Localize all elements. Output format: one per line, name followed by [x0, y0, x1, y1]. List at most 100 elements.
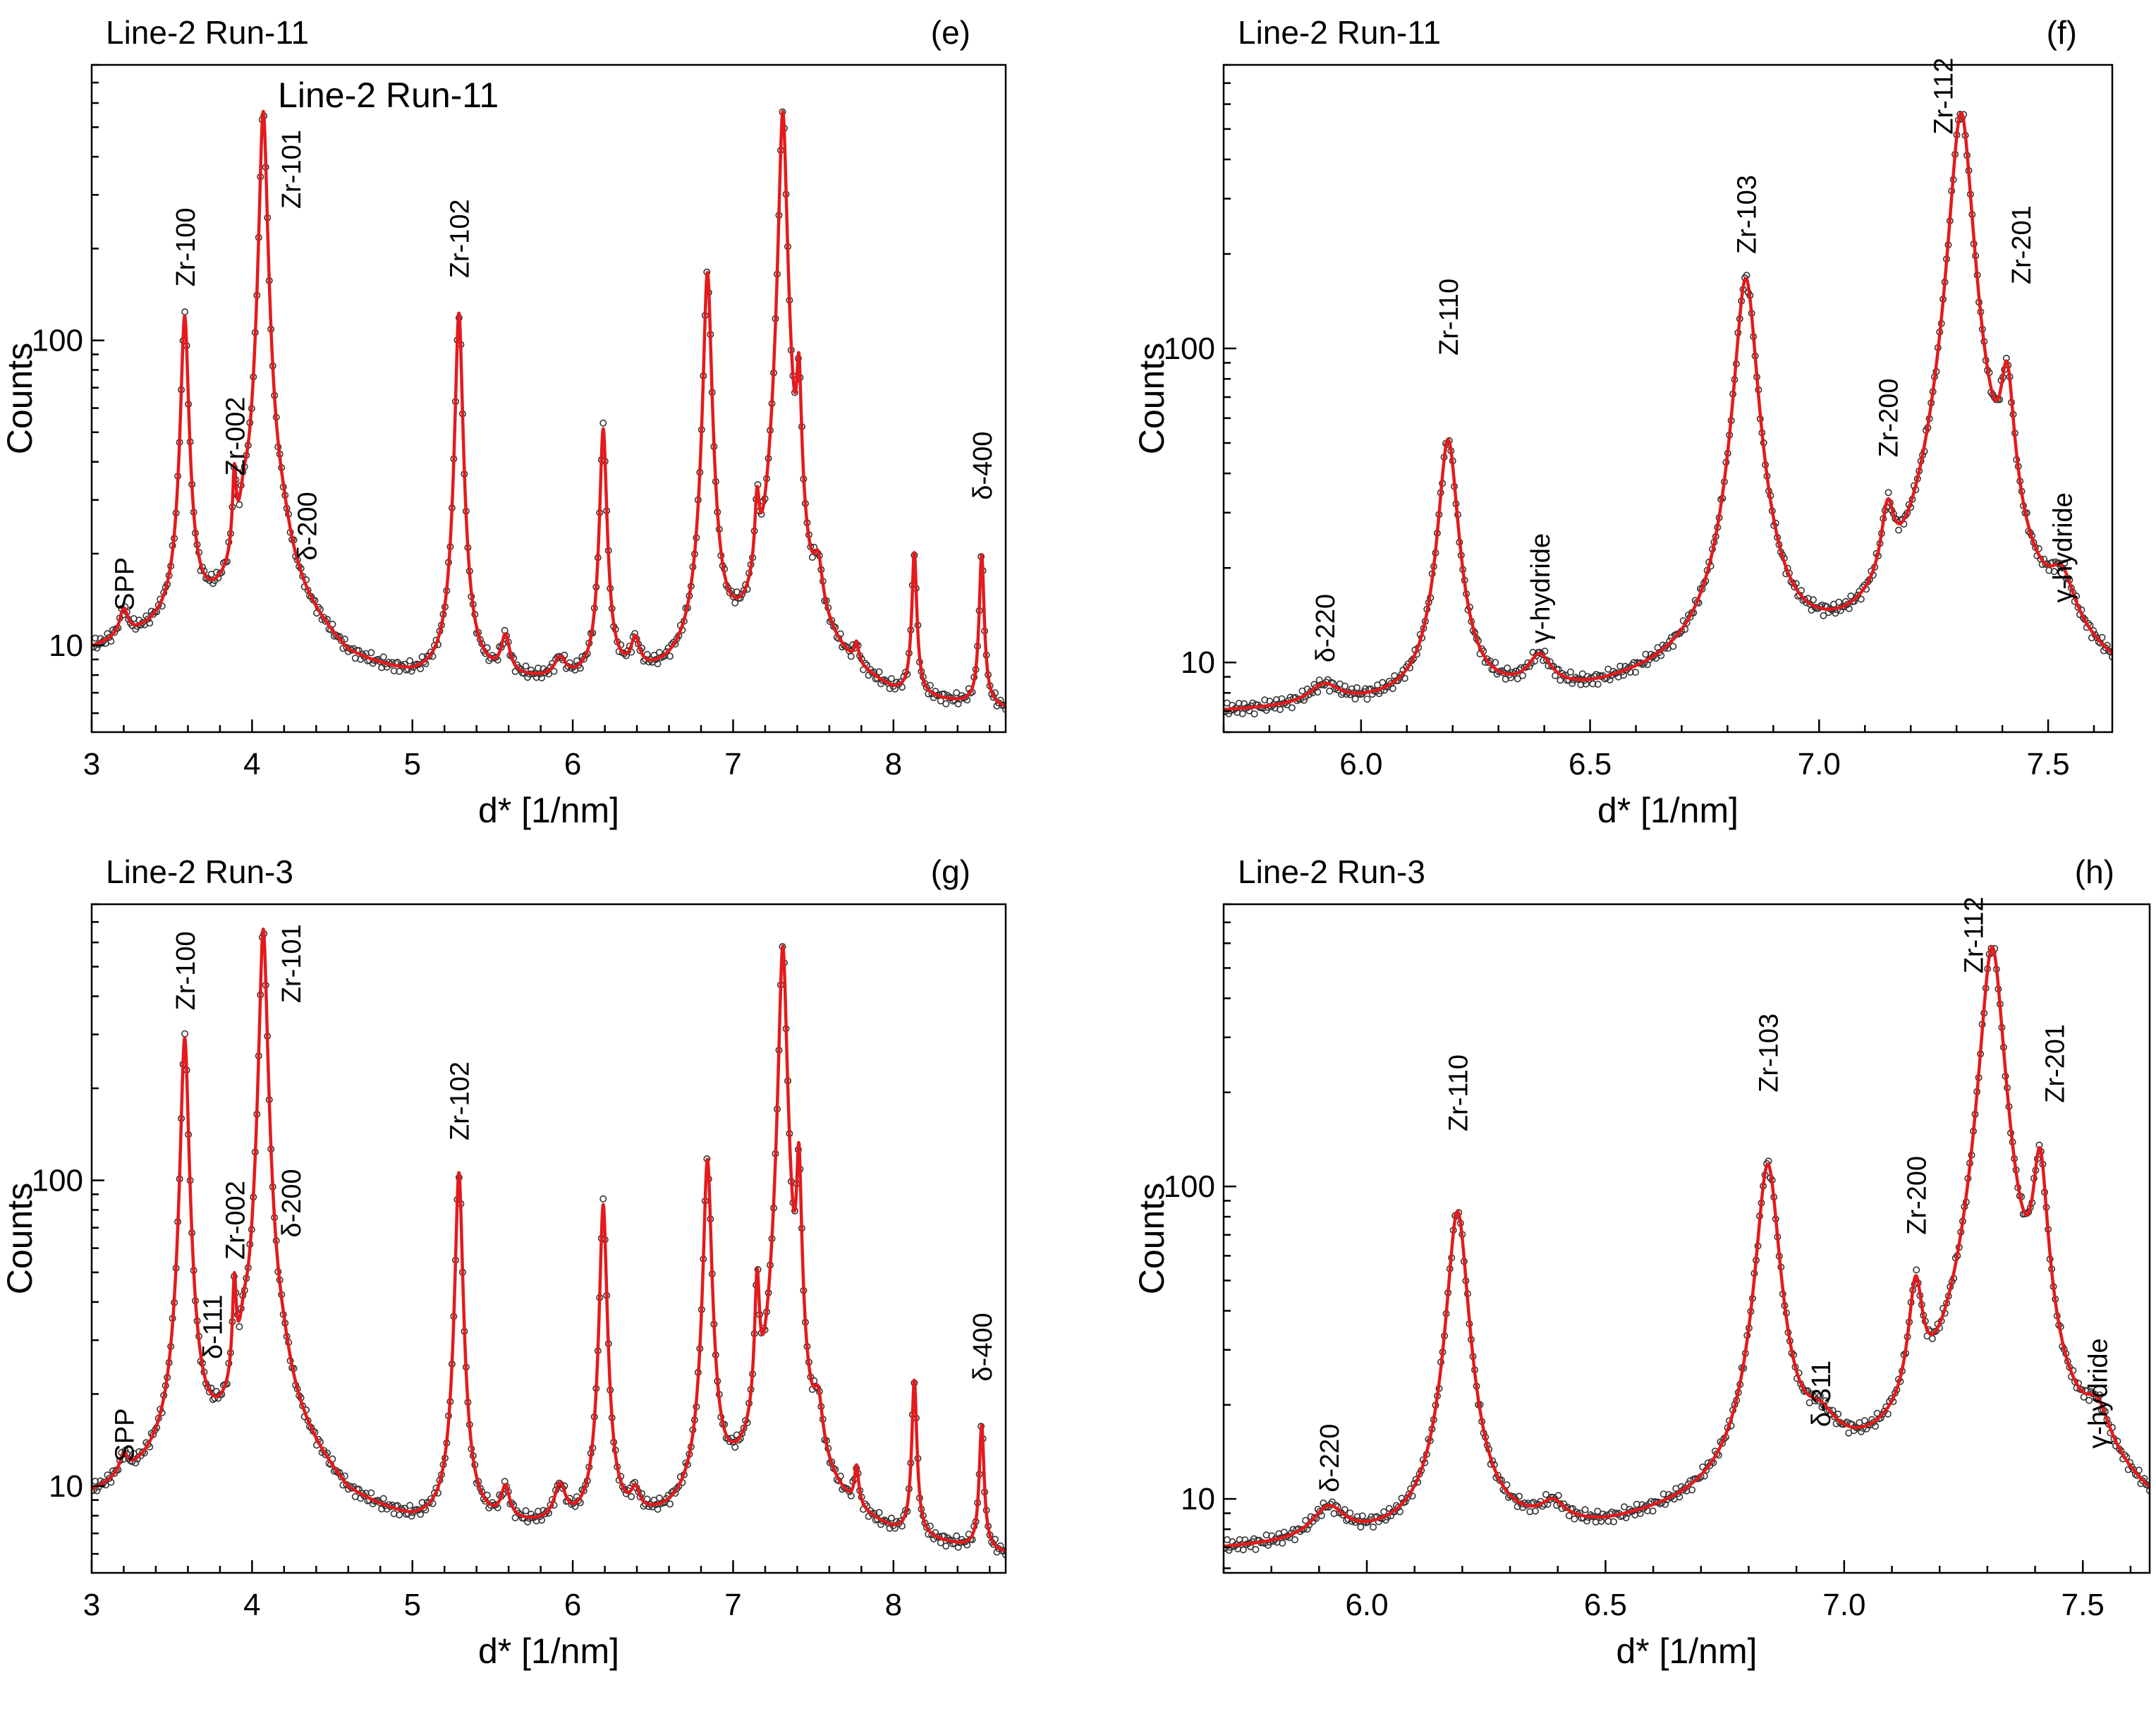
- peak-annotation: γ-hydride: [2084, 1338, 2114, 1448]
- panel-label: (g): [931, 853, 970, 890]
- data-point: [1581, 1506, 1589, 1514]
- y-axis-label: Counts: [1132, 1183, 1171, 1294]
- peak-annotation: Zr-101: [277, 130, 307, 209]
- data-point: [1380, 1508, 1388, 1516]
- data-point: [1622, 1514, 1630, 1521]
- inner-title: Line-2 Run-11: [278, 75, 499, 115]
- data-point: [1861, 1417, 1869, 1425]
- data-point: [1541, 647, 1549, 655]
- fit-curve-g: [92, 928, 1006, 1553]
- data-point: [1394, 1504, 1402, 1512]
- data-point: [1504, 664, 1511, 672]
- data-point: [875, 668, 883, 676]
- data-point: [425, 652, 433, 660]
- data-point: [1589, 680, 1597, 688]
- x-tick-label: 6.5: [1584, 1588, 1627, 1622]
- data-point: [666, 652, 674, 660]
- data-point: [1320, 1500, 1327, 1507]
- data-point: [1557, 676, 1564, 684]
- peak-annotation: Zr-200: [1875, 379, 1904, 458]
- panel-title: Line-2 Run-3: [1238, 853, 1425, 890]
- x-tick-label: 6: [564, 1588, 581, 1622]
- data-point: [1542, 1490, 1550, 1498]
- peak-annotation: γ-hydride: [1526, 533, 1556, 643]
- y-tick-label: 10: [49, 1469, 83, 1504]
- data-point: [537, 1516, 545, 1524]
- x-axis-label: d* [1/nm]: [478, 791, 619, 830]
- data-point: [1569, 679, 1576, 687]
- data-point: [1531, 1507, 1539, 1515]
- y-tick-label: 10: [49, 628, 83, 663]
- data-point: [1519, 671, 1527, 679]
- data-point: [337, 637, 345, 645]
- data-point: [1492, 659, 1499, 667]
- data-point: [1571, 1515, 1578, 1523]
- x-tick-label: 7.5: [2061, 1588, 2105, 1622]
- data-point: [573, 657, 580, 664]
- data-point: [1277, 705, 1284, 713]
- data-point: [107, 638, 115, 645]
- data-point: [181, 1030, 189, 1038]
- data-point: [524, 674, 532, 681]
- data-point: [954, 700, 962, 707]
- data-point: [942, 1543, 950, 1550]
- fit-curve-h: [1224, 945, 2150, 1548]
- peak-annotation: Zr-002: [221, 397, 250, 476]
- data-point: [1389, 685, 1396, 693]
- panel-e: 3 4 5 6 7 8 10 100 d* [1/nm] Counts Line-2 Run-11 (…: [0, 14, 1007, 830]
- data-point: [1307, 688, 1315, 695]
- data-point: [1516, 1492, 1523, 1500]
- data-point: [1280, 1528, 1288, 1536]
- data-point: [599, 1195, 607, 1203]
- data-point: [1583, 1517, 1591, 1525]
- peak-annotation: Zr-103: [1755, 1014, 1784, 1093]
- peak-annotation: δ-220: [1311, 594, 1341, 662]
- data-point: [522, 662, 530, 670]
- plot-frame-f: [1222, 63, 2114, 734]
- data-point: [1884, 489, 1892, 497]
- data-point: [1341, 682, 1349, 690]
- peak-annotation: δ-200: [277, 1169, 307, 1237]
- peak-annotation: Zr-103: [1732, 175, 1762, 254]
- data-point: [1594, 1507, 1602, 1515]
- data-point: [2138, 1477, 2146, 1485]
- data-point: [1834, 1410, 1842, 1418]
- data-point: [1239, 1546, 1247, 1554]
- panel-f: 6.0 6.5 7.0 7.5 10 100 d* [1/nm] Counts Line-2 R…: [1132, 14, 2114, 830]
- data-point: [1676, 1493, 1683, 1501]
- x-tick-label: 5: [403, 747, 420, 781]
- data-point: [954, 1543, 962, 1551]
- data-point: [417, 665, 425, 673]
- data-point: [396, 1511, 403, 1519]
- x-tick-label: 7.0: [1798, 747, 1841, 781]
- peak-annotation: δ-111: [199, 1294, 229, 1359]
- panel-title: Line-2 Run-11: [1238, 14, 1441, 51]
- data-point: [1825, 1406, 1833, 1414]
- data-point: [367, 649, 375, 657]
- data-point: [1252, 1545, 1260, 1553]
- data-point: [1565, 1512, 1573, 1519]
- data-point: [1895, 526, 1903, 534]
- peak-annotation: Zr-100: [171, 931, 201, 1010]
- data-point: [1536, 648, 1544, 656]
- data-point: [1872, 1423, 1880, 1430]
- data-point: [1250, 710, 1258, 718]
- data-point: [537, 674, 545, 682]
- data-point: [543, 1507, 551, 1515]
- data-point: [1594, 681, 1602, 688]
- data-point: [1346, 1509, 1354, 1517]
- data-point: [2135, 1466, 2143, 1474]
- y-tick-label: 100: [32, 1163, 83, 1198]
- data-point: [1002, 705, 1006, 713]
- panel-h: 6.0 6.5 7.0 7.5 10 100 d* [1/nm] Counts Line-2 R…: [1132, 853, 2151, 1671]
- data-point: [1816, 1392, 1824, 1400]
- peak-annotation: Zr-002: [221, 1181, 250, 1260]
- data-point: [2093, 633, 2101, 641]
- data-point: [847, 652, 855, 660]
- data-points-f: [1224, 111, 2112, 718]
- data-point: [1401, 674, 1408, 682]
- data-point: [1857, 595, 1865, 603]
- data-point: [1552, 671, 1559, 679]
- y-axis-label: Counts: [0, 1183, 39, 1294]
